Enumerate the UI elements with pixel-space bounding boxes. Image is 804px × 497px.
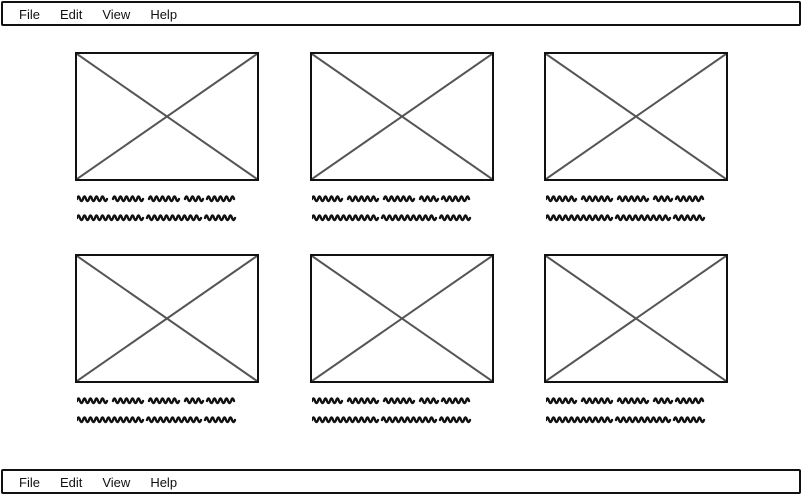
placeholder-cross xyxy=(312,256,492,381)
image-card[interactable] xyxy=(544,254,730,434)
image-card[interactable] xyxy=(310,254,496,434)
squiggle-text-line xyxy=(312,214,472,222)
placeholder-cross xyxy=(546,256,726,381)
image-card[interactable] xyxy=(544,52,730,232)
squiggle-text-line xyxy=(312,397,471,405)
menu-file[interactable]: File xyxy=(19,6,40,22)
caption-text xyxy=(77,394,257,432)
caption-text xyxy=(546,192,726,230)
squiggle-text-line xyxy=(546,214,706,222)
image-placeholder-icon[interactable] xyxy=(310,254,494,383)
menu-edit[interactable]: Edit xyxy=(59,6,83,22)
bottom-menu-bar: File Edit View Help xyxy=(1,469,801,494)
top-menu-bar: File Edit View Help xyxy=(1,1,801,26)
menu-view[interactable]: View xyxy=(102,474,131,490)
caption-text xyxy=(312,394,492,432)
squiggle-text-line xyxy=(546,195,705,203)
menu-edit[interactable]: Edit xyxy=(59,474,83,490)
menu-help[interactable]: Help xyxy=(150,474,178,490)
image-card[interactable] xyxy=(75,254,261,434)
image-card[interactable] xyxy=(310,52,496,232)
caption-text xyxy=(546,394,726,432)
squiggle-text-line xyxy=(546,416,706,424)
image-placeholder-icon[interactable] xyxy=(310,52,494,181)
image-placeholder-icon[interactable] xyxy=(544,254,728,383)
menu-view[interactable]: View xyxy=(102,6,131,22)
squiggle-text-line xyxy=(312,195,471,203)
squiggle-text-line xyxy=(77,195,236,203)
squiggle-text-line xyxy=(77,416,237,424)
caption-text xyxy=(312,192,492,230)
image-placeholder-icon[interactable] xyxy=(75,254,259,383)
squiggle-text-line xyxy=(77,214,237,222)
placeholder-cross xyxy=(312,54,492,179)
squiggle-text-line xyxy=(546,397,705,405)
placeholder-cross xyxy=(77,256,257,381)
image-placeholder-icon[interactable] xyxy=(544,52,728,181)
squiggle-text-line xyxy=(77,397,236,405)
image-card[interactable] xyxy=(75,52,261,232)
menu-help[interactable]: Help xyxy=(150,6,178,22)
squiggle-text-line xyxy=(312,416,472,424)
menu-file[interactable]: File xyxy=(19,474,40,490)
caption-text xyxy=(77,192,257,230)
placeholder-cross xyxy=(77,54,257,179)
placeholder-cross xyxy=(546,54,726,179)
image-placeholder-icon[interactable] xyxy=(75,52,259,181)
